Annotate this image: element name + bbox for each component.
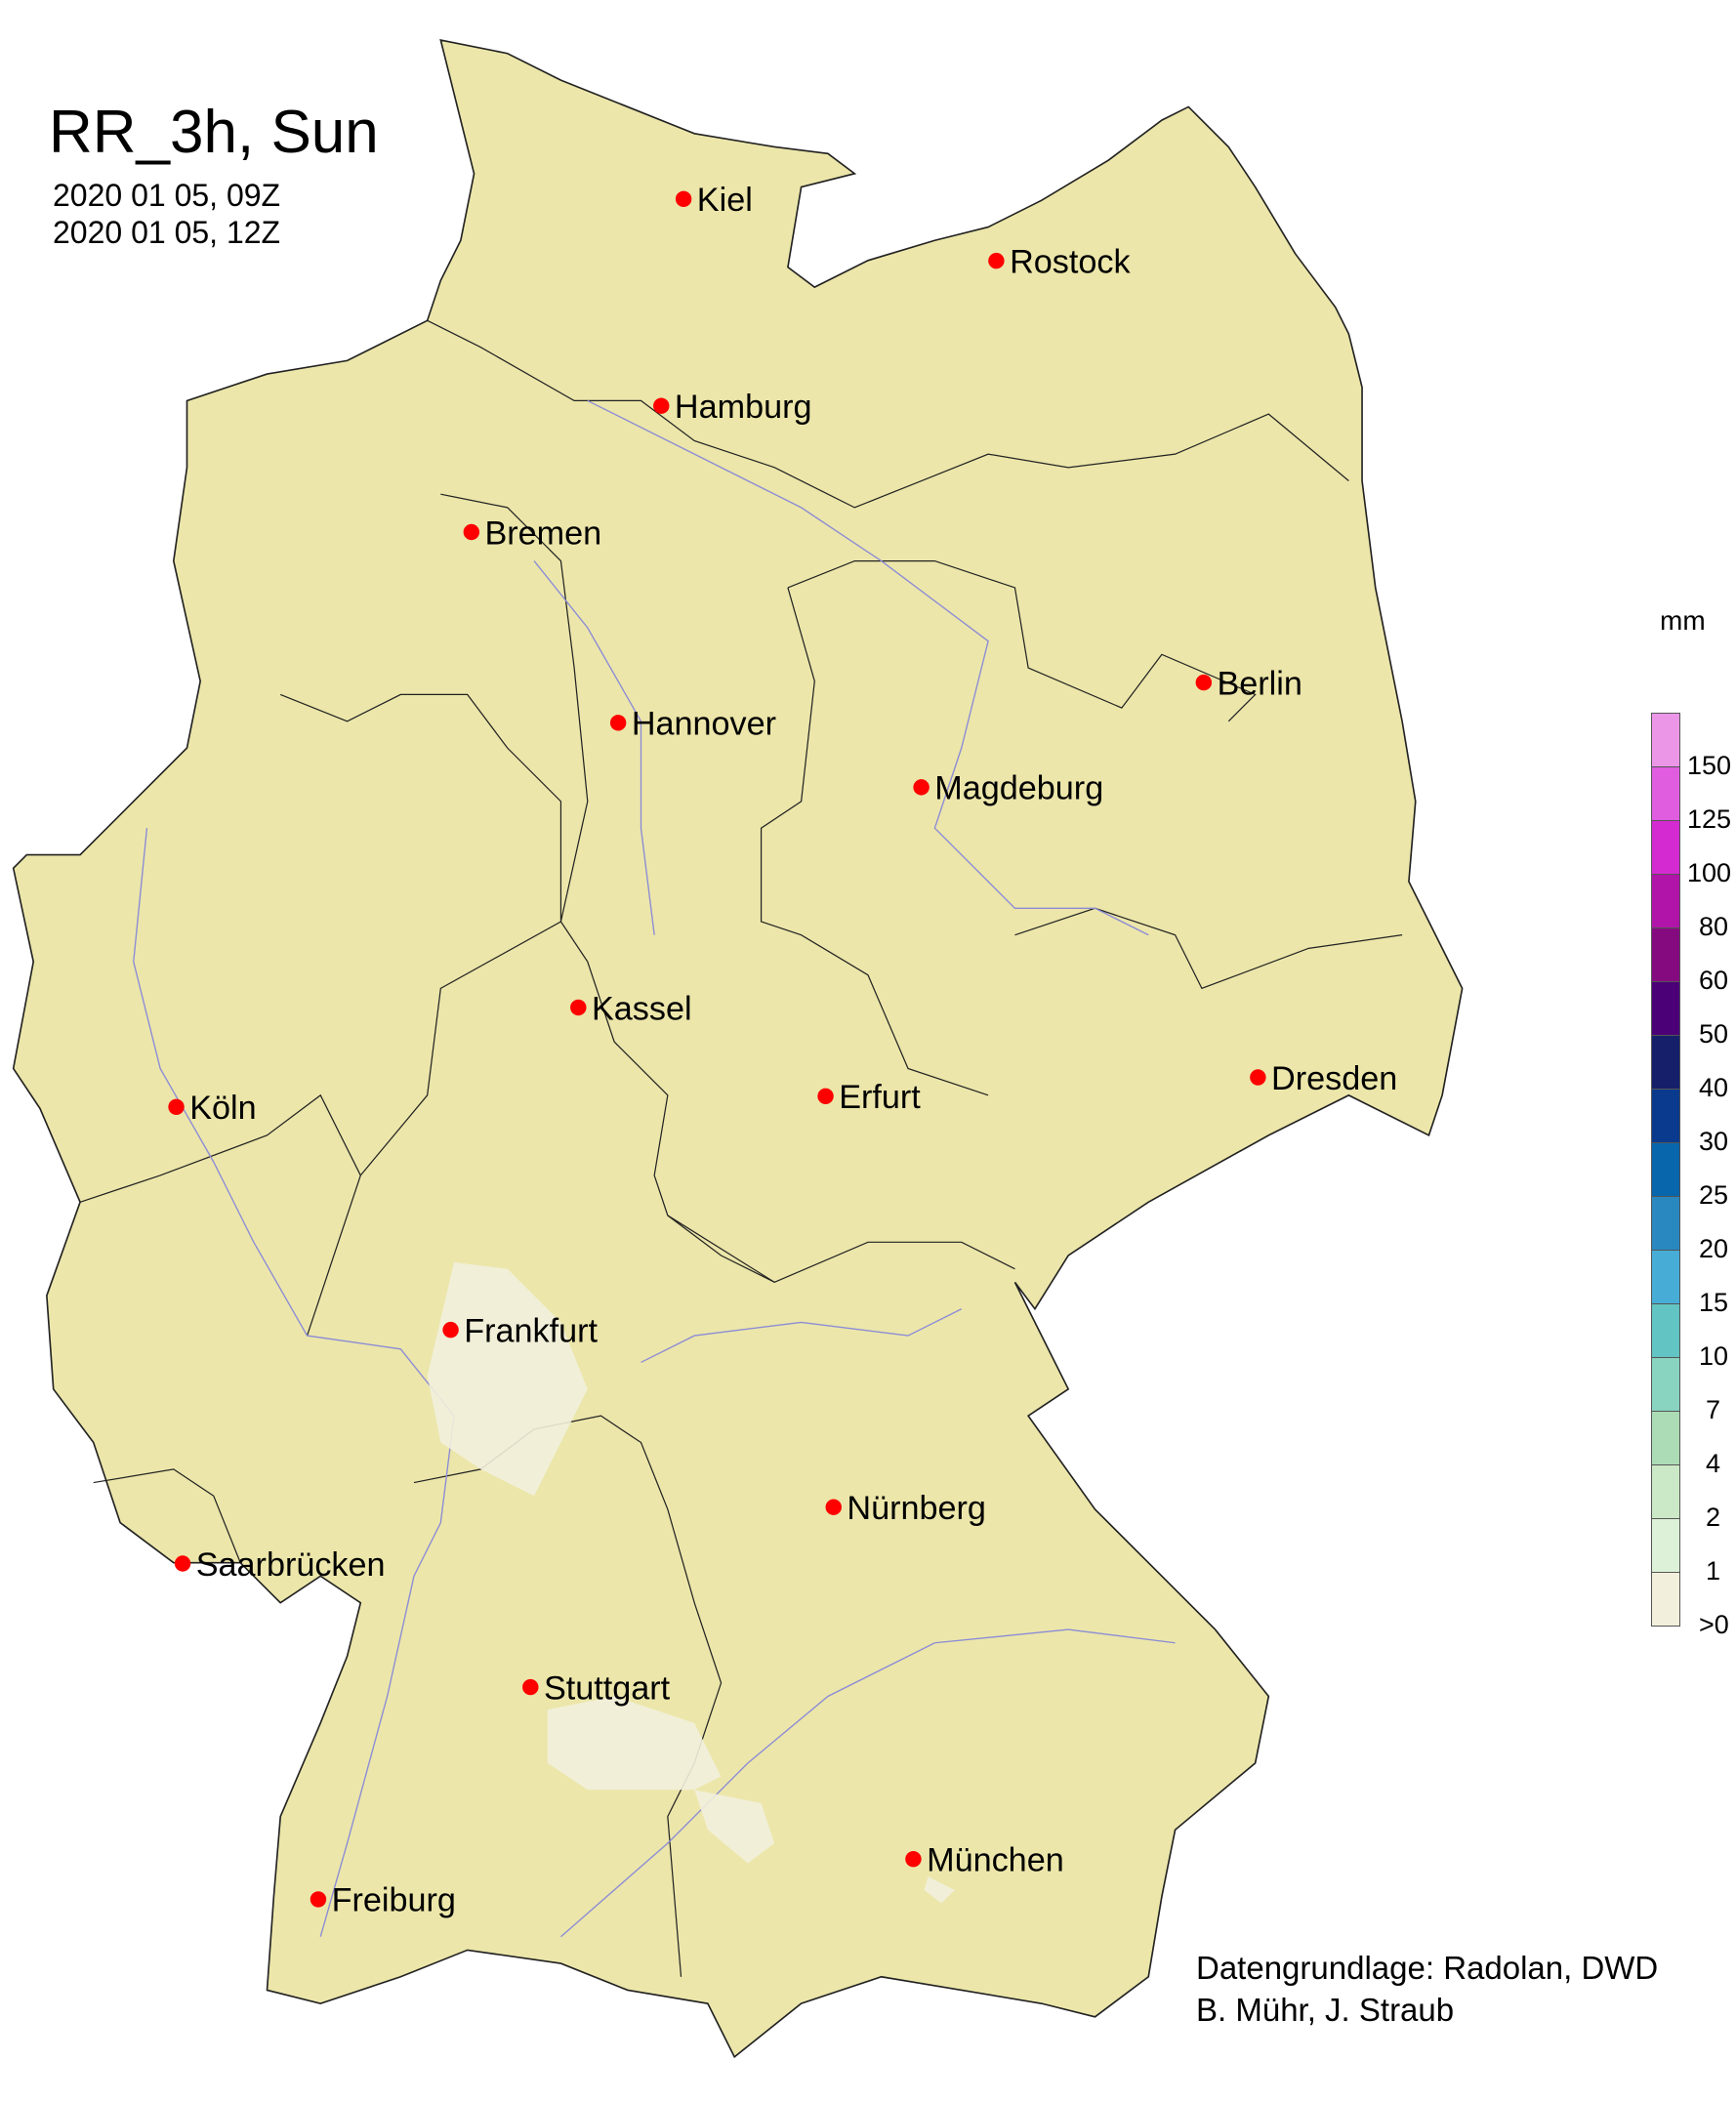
- city-label: Frankfurt: [464, 1312, 598, 1349]
- legend-label: >0: [1699, 1610, 1729, 1639]
- legend-swatch: [1651, 1197, 1680, 1251]
- map-title: RR_3h, Sun: [49, 99, 379, 166]
- city-label: Nürnberg: [847, 1490, 986, 1527]
- city-dot: [310, 1891, 327, 1908]
- germany-land: [12, 38, 1464, 2059]
- legend-colorbar: [1651, 713, 1680, 1627]
- legend-label: 40: [1699, 1073, 1729, 1102]
- legend-label: 10: [1699, 1341, 1729, 1371]
- city-dot: [675, 190, 692, 208]
- city-label: München: [927, 1841, 1064, 1878]
- legend-swatch: [1651, 928, 1680, 982]
- city-dot: [653, 397, 670, 414]
- legend-swatch: [1651, 767, 1680, 821]
- credit-data-source: Datengrundlage: Radolan, DWD: [1196, 1950, 1659, 1986]
- rivers: [133, 399, 1176, 1938]
- city-label: Hannover: [632, 706, 776, 743]
- legend-label: 30: [1699, 1127, 1729, 1156]
- city-dot: [168, 1098, 185, 1115]
- legend-label: 25: [1699, 1180, 1729, 1210]
- city-dot: [174, 1555, 191, 1572]
- legend-label: 15: [1699, 1288, 1729, 1317]
- legend-swatch: [1651, 982, 1680, 1036]
- legend-label: 7: [1706, 1395, 1721, 1424]
- city-dot: [570, 999, 587, 1016]
- legend-swatch: [1651, 1573, 1680, 1627]
- legend-swatch: [1651, 1090, 1680, 1143]
- city-dot: [463, 523, 480, 541]
- city-markers: Kiel Rostock Hamburg Bremen Berlin Hannover Ma…: [168, 182, 1397, 1919]
- legend-label: 4: [1706, 1449, 1721, 1478]
- city-dot: [817, 1088, 834, 1104]
- city-dot: [1195, 674, 1213, 691]
- legend-label: 150: [1687, 751, 1732, 780]
- city-label: Rostock: [1010, 243, 1131, 280]
- legend-swatch: [1651, 1036, 1680, 1090]
- precipitation-patches: [427, 1261, 955, 1904]
- city-label: Köln: [189, 1090, 256, 1127]
- legend-swatch: [1651, 1519, 1680, 1573]
- legend-label: 2: [1706, 1503, 1721, 1532]
- legend-label: 20: [1699, 1234, 1729, 1263]
- city-label: Berlin: [1217, 665, 1302, 702]
- city-label: Kassel: [592, 990, 692, 1027]
- period-start: 2020 01 05, 09Z: [53, 178, 281, 213]
- legend-label: 1: [1706, 1556, 1721, 1586]
- city-label: Magdeburg: [934, 770, 1103, 807]
- legend-swatch: [1651, 1412, 1680, 1465]
- legend-swatch: [1651, 1143, 1680, 1197]
- city-label: Kiel: [697, 182, 753, 219]
- legend-label: 80: [1699, 912, 1729, 941]
- legend-swatch: [1651, 1358, 1680, 1412]
- legend-label: 50: [1699, 1019, 1729, 1049]
- legend-label: 125: [1687, 804, 1732, 834]
- legend-swatch: [1651, 1465, 1680, 1519]
- city-dot: [825, 1499, 842, 1515]
- city-label: Stuttgart: [544, 1669, 671, 1707]
- legend-swatch: [1651, 1251, 1680, 1304]
- city-dot: [988, 252, 1005, 269]
- legend-swatch: [1651, 1304, 1680, 1358]
- legend-swatch: [1651, 821, 1680, 875]
- city-dot: [442, 1321, 459, 1339]
- city-label: Dresden: [1271, 1060, 1397, 1097]
- city-label: Erfurt: [839, 1079, 921, 1116]
- city-label: Hamburg: [675, 389, 812, 426]
- city-dot: [905, 1850, 922, 1868]
- city-dot: [609, 715, 627, 731]
- credit-authors: B. Mühr, J. Straub: [1196, 1992, 1455, 2028]
- city-dot: [522, 1678, 539, 1696]
- city-label: Saarbrücken: [196, 1546, 386, 1584]
- legend-unit: mm: [1660, 605, 1706, 636]
- legend-label: 60: [1699, 966, 1729, 995]
- city-dot: [1250, 1069, 1266, 1086]
- legend-swatch: [1651, 875, 1680, 928]
- period-end: 2020 01 05, 12Z: [53, 215, 281, 250]
- legend-swatch: [1651, 713, 1680, 767]
- city-label: Freiburg: [332, 1882, 456, 1919]
- city-dot: [913, 779, 930, 796]
- city-label: Bremen: [484, 515, 601, 552]
- legend-label: 100: [1687, 858, 1732, 887]
